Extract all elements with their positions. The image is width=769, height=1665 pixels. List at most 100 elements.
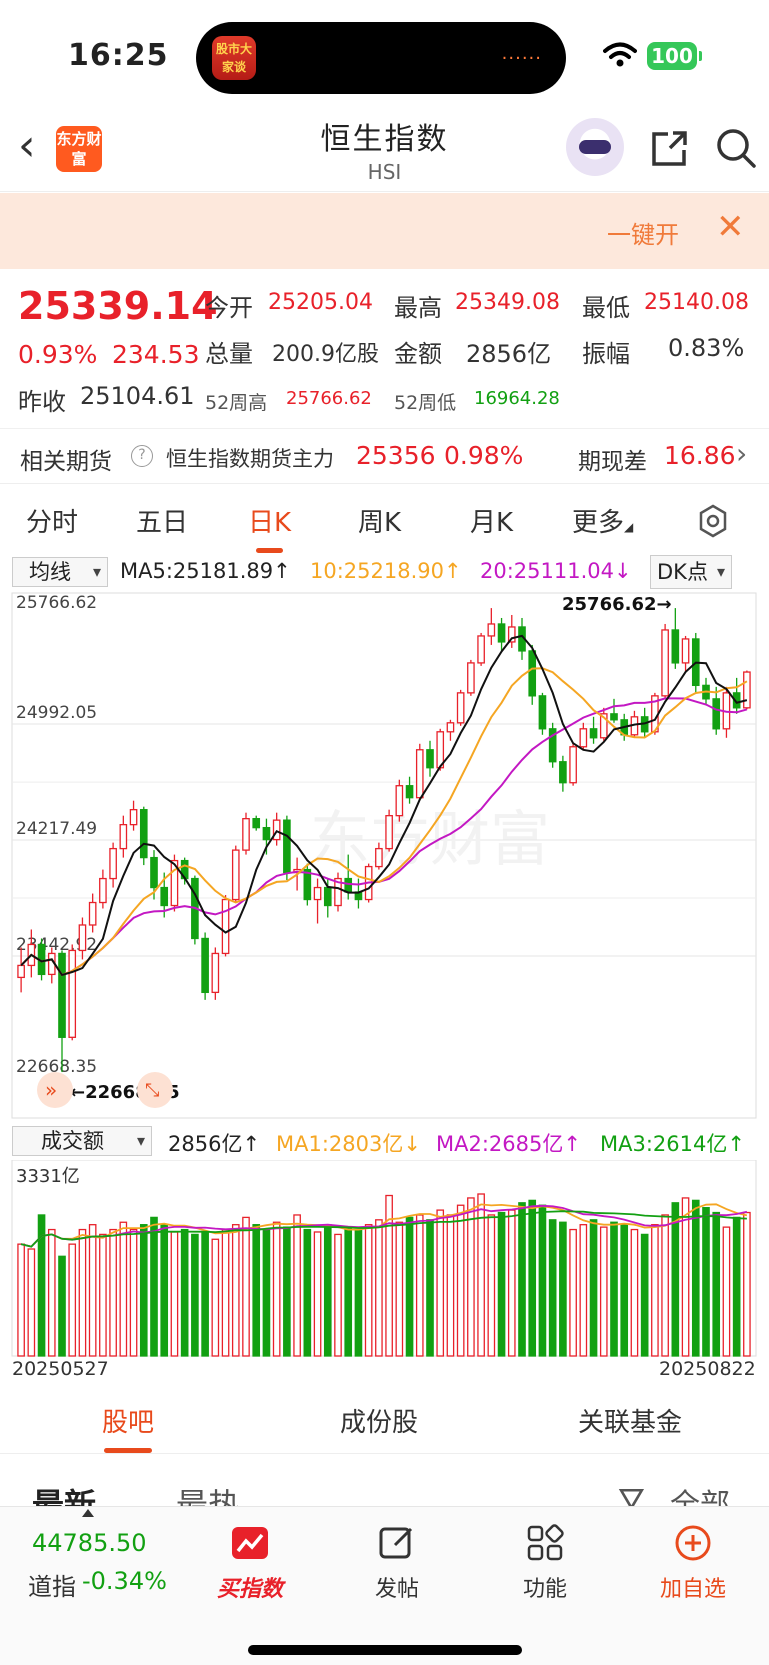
- volume-bar: [651, 1224, 659, 1357]
- volume-bar: [599, 1226, 608, 1357]
- candlestick-chart[interactable]: 25766.62 24992.05 24217.49 23442.92 22668.35…: [0, 590, 769, 1120]
- volume-bar: [375, 1219, 383, 1357]
- volume-chart[interactable]: 3331亿: [0, 1160, 769, 1360]
- page-subtitle: HSI: [367, 160, 402, 184]
- ma10-value: 10:25218.90↑: [310, 559, 462, 583]
- double-chevron-icon: »: [45, 1078, 57, 1102]
- end-date: 20250822: [659, 1358, 756, 1380]
- volume-bar: [191, 1233, 199, 1357]
- volume-bar: [426, 1219, 434, 1357]
- amplitude-label: 振幅: [582, 340, 630, 368]
- y-axis-label: 22668.35: [16, 1057, 97, 1077]
- filter-hot[interactable]: 最热: [176, 1486, 241, 1506]
- candle-body: [17, 964, 25, 979]
- candle-body: [548, 728, 557, 763]
- volume-legend: 成交额 2856亿↑ MA1:2803亿↓ MA2:2685亿↑ MA3:261…: [0, 1124, 769, 1158]
- volume-indicator-select[interactable]: 成交额: [12, 1126, 152, 1156]
- change-value: 234.53: [112, 340, 200, 369]
- current-price: 25339.14: [18, 284, 218, 328]
- indicator-select-value: 均线: [29, 560, 71, 584]
- dji-value[interactable]: 44785.50: [32, 1529, 147, 1557]
- quote-panel: 25339.14 0.93% 234.53 昨收 25104.61 今开 252…: [0, 270, 769, 420]
- volume-bar: [47, 1228, 56, 1357]
- open-value: 25205.04: [268, 290, 373, 315]
- tab-daily-k[interactable]: 日K: [248, 502, 291, 553]
- chevron-left-icon[interactable]: ‹: [18, 120, 36, 171]
- add-watchlist-button[interactable]: 加自选: [628, 1517, 758, 1603]
- post-button[interactable]: 发帖: [332, 1517, 462, 1603]
- candle-body: [272, 819, 281, 841]
- volume-bar: [446, 1214, 455, 1357]
- feed-filter-row: 最新⌄ 最热 ⛛ 全部: [0, 1470, 769, 1506]
- y-axis-label: 25766.62: [16, 593, 97, 613]
- share-icon[interactable]: [648, 128, 690, 170]
- volume-bar: [99, 1233, 107, 1357]
- volume-bar: [630, 1228, 639, 1357]
- bottom-action-bar: 44785.50 道指 -0.34% 买指数 发帖 功能 加自选: [0, 1506, 769, 1665]
- volume-bar: [221, 1228, 230, 1357]
- volume-bar: [262, 1228, 271, 1357]
- filter-icon[interactable]: ⛛: [618, 1480, 645, 1506]
- indicator-select[interactable]: 均线: [12, 557, 108, 587]
- banner-text[interactable]: 一键开: [607, 221, 679, 249]
- expand-arrows-icon: ⤡: [145, 1080, 159, 1101]
- related-futures-row[interactable]: 相关期货 ? 恒生指数期货主力 25356 0.98% 期现差 16.86 ›: [0, 428, 769, 484]
- buy-index-button[interactable]: 买指数: [185, 1517, 315, 1603]
- add-watchlist-label: 加自选: [659, 1577, 726, 1602]
- volume-bar: [293, 1214, 301, 1357]
- status-bar: 16:25 股市大家谈 ······ 100: [0, 0, 769, 110]
- dji-change[interactable]: -0.34%: [82, 1567, 167, 1595]
- tab-guba[interactable]: 股吧: [102, 1402, 154, 1453]
- tab-five-day[interactable]: 五日: [136, 508, 189, 538]
- candle-body: [99, 877, 107, 904]
- candle-body: [497, 623, 506, 643]
- dji-label[interactable]: 道指: [28, 1573, 76, 1601]
- volume-bar: [17, 1243, 25, 1357]
- tab-more[interactable]: 更多◢: [572, 502, 633, 539]
- volume-bar: [405, 1216, 414, 1357]
- app-logo[interactable]: 东方财富: [56, 126, 102, 172]
- help-icon[interactable]: ?: [131, 445, 153, 467]
- volume-bar: [640, 1233, 649, 1357]
- tab-monthly-k[interactable]: 月K: [470, 508, 514, 538]
- search-icon[interactable]: [714, 126, 758, 170]
- ai-assistant-icon[interactable]: [566, 118, 624, 176]
- candle-body: [538, 695, 547, 730]
- volume-bar: [620, 1224, 629, 1357]
- change-pct: 0.93%: [18, 340, 98, 369]
- vol-ma3-line: [20, 1210, 747, 1248]
- futures-price: 25356: [356, 441, 436, 470]
- fullscreen-icon[interactable]: [137, 1072, 173, 1108]
- dk-point-button[interactable]: DK点: [650, 555, 732, 589]
- promo-banner[interactable]: 一键开 ✕: [0, 193, 769, 269]
- candle-body: [170, 859, 179, 907]
- top-nav: ‹ 东方财富 恒生指数 HSI: [0, 110, 769, 192]
- filter-all[interactable]: 全部: [670, 1488, 730, 1506]
- close-icon[interactable]: ✕: [716, 207, 745, 247]
- candle-body: [599, 713, 608, 739]
- candle-body: [528, 650, 537, 697]
- candle-body: [344, 877, 353, 893]
- candle-body: [334, 877, 342, 907]
- tab-weekly-k[interactable]: 周K: [358, 508, 402, 538]
- wifi-icon: [603, 42, 637, 67]
- buy-index-label: 买指数: [216, 1577, 283, 1602]
- functions-button[interactable]: 功能: [480, 1517, 610, 1603]
- tab-more-label: 更多: [572, 508, 625, 538]
- gear-icon[interactable]: [696, 504, 730, 538]
- high-value: 25349.08: [455, 290, 560, 315]
- volume-bar: [344, 1226, 353, 1357]
- tab-constituents[interactable]: 成份股: [340, 1408, 419, 1438]
- dynamic-island[interactable]: 股市大家谈 ······: [196, 22, 566, 94]
- candle-body: [201, 937, 209, 994]
- candle-body: [129, 809, 138, 826]
- volume-bar: [610, 1221, 618, 1357]
- home-indicator: [248, 1645, 522, 1655]
- start-date: 20250527: [12, 1358, 109, 1380]
- expand-left-icon[interactable]: [37, 1072, 73, 1108]
- volume-bar: [334, 1233, 342, 1357]
- filter-latest[interactable]: 最新⌄: [32, 1480, 114, 1506]
- tab-related-funds[interactable]: 关联基金: [578, 1408, 683, 1438]
- battery-indicator: 100: [647, 42, 702, 70]
- tab-intraday[interactable]: 分时: [26, 508, 79, 538]
